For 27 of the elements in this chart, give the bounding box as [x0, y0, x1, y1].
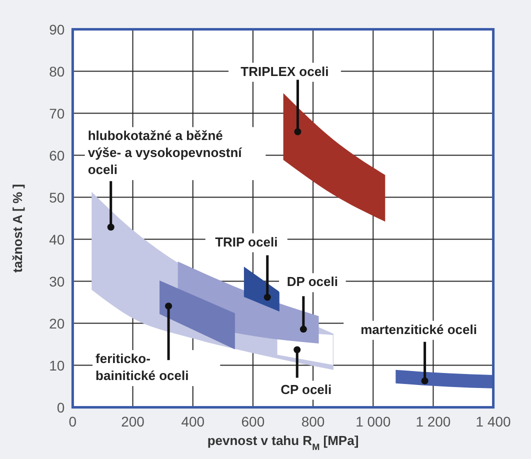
y-tick-label: 40 — [49, 231, 65, 248]
annotation: TRIP oceli — [215, 234, 278, 250]
annotation: hlubokotažné a běžné výše- a vysokopevnostní oceli — [88, 128, 242, 178]
x-axis-title: pevnost v tahu R$_{M}$ [MPa] — [207, 433, 359, 452]
y-tick-label: 80 — [49, 63, 65, 80]
y-axis-title: tažnost A [ % ] — [10, 184, 25, 273]
x-tick-label: 1 400 — [476, 413, 512, 430]
x-tick-label: 200 — [121, 413, 145, 430]
annotation: DP oceli — [286, 274, 338, 290]
y-tick-label: 20 — [49, 315, 65, 332]
annotation: martenzitické oceli — [360, 322, 477, 337]
y-tick-label: 60 — [49, 147, 65, 164]
x-tick-label: 1 000 — [356, 413, 391, 430]
y-tick-label: 90 — [49, 21, 65, 38]
annotation: feriticko- bainitické oceli — [96, 351, 189, 384]
x-tick-label: 1 200 — [416, 413, 451, 430]
x-tick-label: 400 — [181, 413, 205, 430]
y-tick-label: 70 — [49, 105, 65, 122]
annotation: TRIPLEX oceli — [240, 64, 329, 79]
x-tick-label: 0 — [68, 413, 77, 430]
x-tick-label: 600 — [241, 413, 265, 430]
x-tick-label: 800 — [301, 413, 325, 430]
y-tick-label: 30 — [49, 273, 65, 290]
y-tick-label: 0 — [56, 399, 65, 416]
y-tick-label: 50 — [49, 189, 65, 206]
annotation: CP oceli — [280, 382, 332, 397]
y-tick-label: 10 — [49, 357, 65, 374]
